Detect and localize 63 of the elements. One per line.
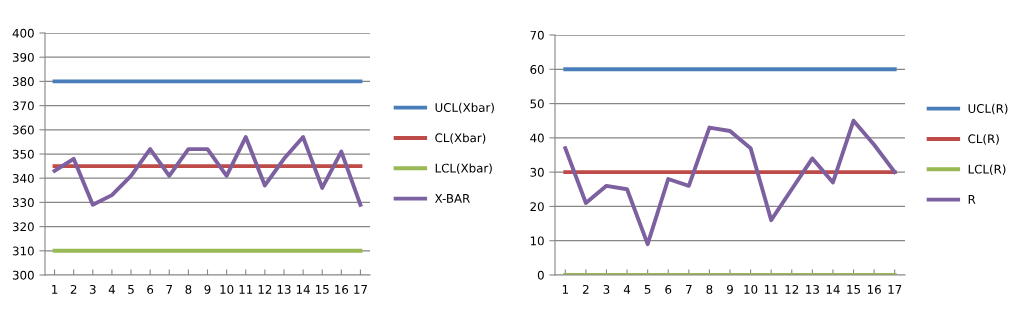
x-tick-label: 17	[354, 285, 367, 294]
y-tick-label: 0	[537, 270, 544, 280]
legend-label: CL(R)	[968, 134, 999, 145]
y-tick-label: 310	[12, 246, 34, 256]
x-tick-label: 7	[686, 285, 692, 294]
x-tick-label: 2	[70, 284, 77, 294]
y-tick-label: 340	[12, 173, 34, 183]
x-tick-label: 15	[847, 285, 861, 294]
y-tick-label: 30	[530, 167, 544, 177]
legend-label: LCL(Xbar)	[435, 163, 492, 174]
x-tick-label: 6	[147, 284, 154, 294]
x-tick-label: 10	[220, 284, 234, 294]
x-tick-label: 14	[826, 285, 840, 294]
x-tick-label: 1	[52, 285, 58, 294]
x-tick-label: 5	[644, 285, 651, 294]
legend-label: UCL(R)	[968, 103, 1008, 115]
y-tick-label: 380	[12, 77, 34, 87]
y-tick-label: 330	[12, 198, 34, 208]
legend-label: UCL(Xbar)	[435, 102, 494, 114]
x-tick-label: 9	[726, 284, 733, 294]
x-tick-label: 4	[623, 285, 631, 294]
x-tick-label: 16	[335, 284, 349, 294]
y-tick-label: 360	[12, 125, 34, 135]
line-series	[52, 135, 363, 207]
x-tick-label: 11	[239, 285, 253, 294]
x-tick-label: 17	[888, 285, 902, 294]
y-tick-label: 300	[12, 270, 34, 280]
x-tick-label: 12	[258, 284, 272, 294]
legend-label: LCL(R)	[968, 164, 1006, 175]
x-tick-label: 1	[562, 285, 568, 294]
x-tick-label: 8	[706, 284, 713, 294]
y-tick-label: 400	[12, 28, 34, 38]
x-tick-label: 2	[582, 284, 589, 294]
x-tick-label: 4	[108, 285, 116, 294]
x-tick-label: 13	[277, 284, 291, 294]
x-tick-label: 10	[744, 284, 758, 294]
x-tick-label: 15	[315, 285, 329, 294]
y-tick-label: 370	[12, 101, 34, 111]
x-tick-label: 8	[185, 284, 192, 294]
x-tick-label: 3	[89, 284, 96, 294]
y-tick-label: 60	[530, 65, 544, 74]
x-tick-label: 14	[296, 285, 310, 294]
y-tick-label: 20	[530, 202, 544, 212]
y-tick-label: 40	[530, 133, 544, 143]
y-tick-label: 50	[530, 99, 544, 109]
legend-label: X-BAR	[434, 194, 470, 203]
x-tick-label: 11	[764, 285, 778, 294]
legend-label: CL(Xbar)	[435, 133, 486, 144]
x-tick-label: 9	[204, 284, 211, 294]
x-tick-label: 13	[806, 284, 819, 294]
y-tick-label: 70	[530, 30, 544, 40]
x-tick-label: 5	[128, 285, 134, 294]
x-tick-label: 3	[603, 284, 610, 294]
legend-label: R	[968, 195, 976, 204]
x-tick-label: 12	[785, 284, 799, 294]
x-tick-label: 6	[665, 284, 672, 294]
y-tick-label: 320	[12, 222, 34, 232]
y-tick-label: 390	[12, 52, 34, 62]
x-tick-label: 7	[166, 285, 173, 294]
y-tick-label: 10	[530, 236, 544, 246]
x-tick-label: 16	[867, 284, 881, 294]
y-tick-label: 350	[12, 149, 34, 159]
line-series	[563, 118, 897, 247]
